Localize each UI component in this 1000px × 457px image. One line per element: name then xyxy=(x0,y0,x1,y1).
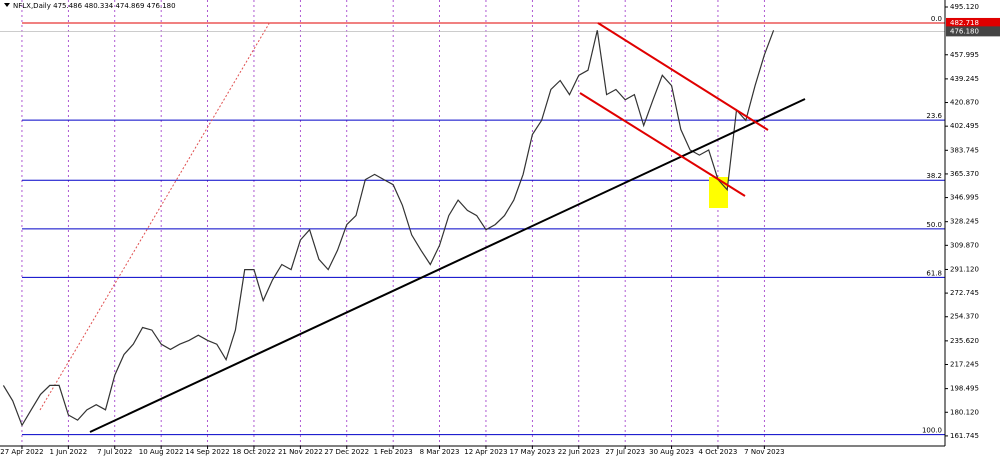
x-tick-label: 8 Mar 2023 xyxy=(420,448,460,456)
x-tick-label: 27 Jul 2023 xyxy=(605,448,645,456)
x-tick-label: 14 Sep 2022 xyxy=(185,448,229,456)
support-trend-line xyxy=(89,98,806,433)
y-tick-label: 402.495 xyxy=(950,122,979,130)
x-tick-label: 4 Oct 2023 xyxy=(699,448,738,456)
x-tick-label: 12 Apr 2023 xyxy=(464,448,507,456)
y-tick-label: 495.120 xyxy=(950,3,979,11)
y-tick-label: 217.245 xyxy=(950,361,979,369)
y-tick-label: 291.120 xyxy=(950,265,979,273)
y-tick-label: 457.995 xyxy=(950,51,979,59)
price-marker-box xyxy=(946,17,1000,28)
fib-level-label: 50.0 xyxy=(926,221,942,229)
y-tick-label: 235.620 xyxy=(950,337,979,345)
y-tick-label: 420.870 xyxy=(950,99,979,107)
y-tick-label: 309.870 xyxy=(950,241,979,249)
channel-lower-line xyxy=(579,92,746,197)
channel-upper-line xyxy=(597,22,769,131)
fib-level-label: 38.2 xyxy=(926,172,942,180)
header-icon xyxy=(4,3,10,7)
x-tick-label: 30 Aug 2023 xyxy=(649,448,694,456)
price-marker-box xyxy=(946,26,1000,37)
y-tick-label: 383.745 xyxy=(950,146,979,154)
y-tick-label: 272.745 xyxy=(950,289,979,297)
fib-level-label: 61.8 xyxy=(926,269,942,277)
x-tick-label: 18 Oct 2022 xyxy=(232,448,275,456)
price-marker-label: 476.180 xyxy=(950,27,979,35)
x-tick-label: 22 Jun 2023 xyxy=(558,448,600,456)
x-tick-label: 17 May 2023 xyxy=(510,448,556,456)
x-tick-label: 10 Aug 2022 xyxy=(139,448,184,456)
fib-level-label: 23.6 xyxy=(926,112,942,120)
y-tick-label: 161.745 xyxy=(950,432,979,440)
y-tick-label: 365.370 xyxy=(950,170,979,178)
y-tick-label: 328.245 xyxy=(950,218,979,226)
x-tick-label: 1 Jun 2022 xyxy=(50,448,88,456)
price-marker-label: 482.718 xyxy=(950,19,979,27)
x-tick-label: 7 Jul 2022 xyxy=(97,448,132,456)
highlight-box xyxy=(709,177,728,208)
x-tick-label: 27 Dec 2022 xyxy=(324,448,369,456)
fib-level-label: 100.0 xyxy=(922,427,942,435)
dotted-trend-line xyxy=(39,21,271,411)
fib-level-label: 0.0 xyxy=(931,15,942,23)
x-tick-label: 27 Apr 2022 xyxy=(0,448,43,456)
y-tick-label: 439.245 xyxy=(950,75,979,83)
x-tick-label: 21 Nov 2022 xyxy=(278,448,323,456)
y-tick-label: 346.995 xyxy=(950,194,979,202)
y-tick-label: 180.120 xyxy=(950,408,979,416)
y-tick-label: 254.370 xyxy=(950,313,979,321)
x-tick-label: 1 Feb 2023 xyxy=(374,448,413,456)
y-tick-label: 198.495 xyxy=(950,385,979,393)
x-tick-label: 7 Nov 2023 xyxy=(744,448,784,456)
price-line-series xyxy=(2,30,775,427)
chart-title: NFLX,Daily 475.486 480.334 474.869 476.1… xyxy=(13,2,176,10)
